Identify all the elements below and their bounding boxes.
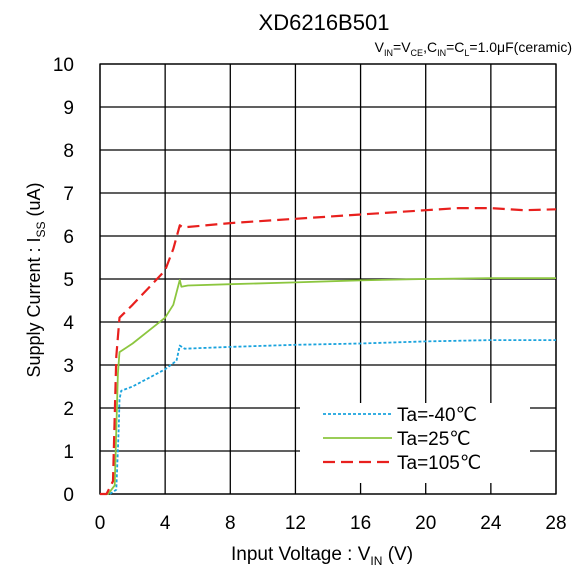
x-tick-label-7: 28 <box>545 513 566 534</box>
series-line-0 <box>100 339 556 495</box>
x-tick-label-4: 16 <box>350 513 371 534</box>
y-tick-label-10: 10 <box>53 55 74 76</box>
y-tick-label-8: 8 <box>63 141 74 162</box>
legend-box <box>300 403 530 483</box>
x-tick-label-6: 24 <box>480 513 502 534</box>
chart-title: XD6216B501 <box>259 10 390 35</box>
x-tick-label-1: 4 <box>160 513 171 534</box>
y-tick-label-2: 2 <box>63 399 74 420</box>
y-axis-label: Supply Current : ISS (uA) <box>24 182 48 377</box>
legend-label-1: Ta=25℃ <box>397 429 471 450</box>
y-tick-label-6: 6 <box>63 227 74 248</box>
x-tick-labels: 0 4 8 12 16 20 24 28 <box>95 513 567 534</box>
legend-label-0: Ta=-40℃ <box>397 405 477 426</box>
legend-label-2: Ta=105℃ <box>397 453 481 474</box>
y-tick-label-4: 4 <box>63 313 74 334</box>
series-line-2 <box>100 207 557 496</box>
y-tick-label-3: 3 <box>63 356 74 377</box>
y-tick-labels: 0 1 2 3 4 5 6 7 8 9 10 <box>53 55 75 506</box>
y-tick-label-9: 9 <box>63 98 74 119</box>
chart-subtitle: VIN=VCE,CIN=CL=1.0μF(ceramic) <box>375 39 572 58</box>
y-tick-label-5: 5 <box>63 270 74 291</box>
y-tick-label-0: 0 <box>63 485 74 506</box>
series-group <box>100 207 557 496</box>
legend: Ta=-40℃ Ta=25℃ Ta=105℃ <box>300 403 530 483</box>
x-tick-label-3: 12 <box>285 513 306 534</box>
x-tick-label-0: 0 <box>95 513 106 534</box>
y-tick-label-1: 1 <box>63 442 74 463</box>
x-tick-label-5: 20 <box>415 513 436 534</box>
x-axis-label: Input Voltage : VIN (V) <box>231 544 413 568</box>
series-line-1 <box>100 277 556 495</box>
y-tick-label-7: 7 <box>63 184 74 205</box>
x-tick-label-2: 8 <box>225 513 236 534</box>
